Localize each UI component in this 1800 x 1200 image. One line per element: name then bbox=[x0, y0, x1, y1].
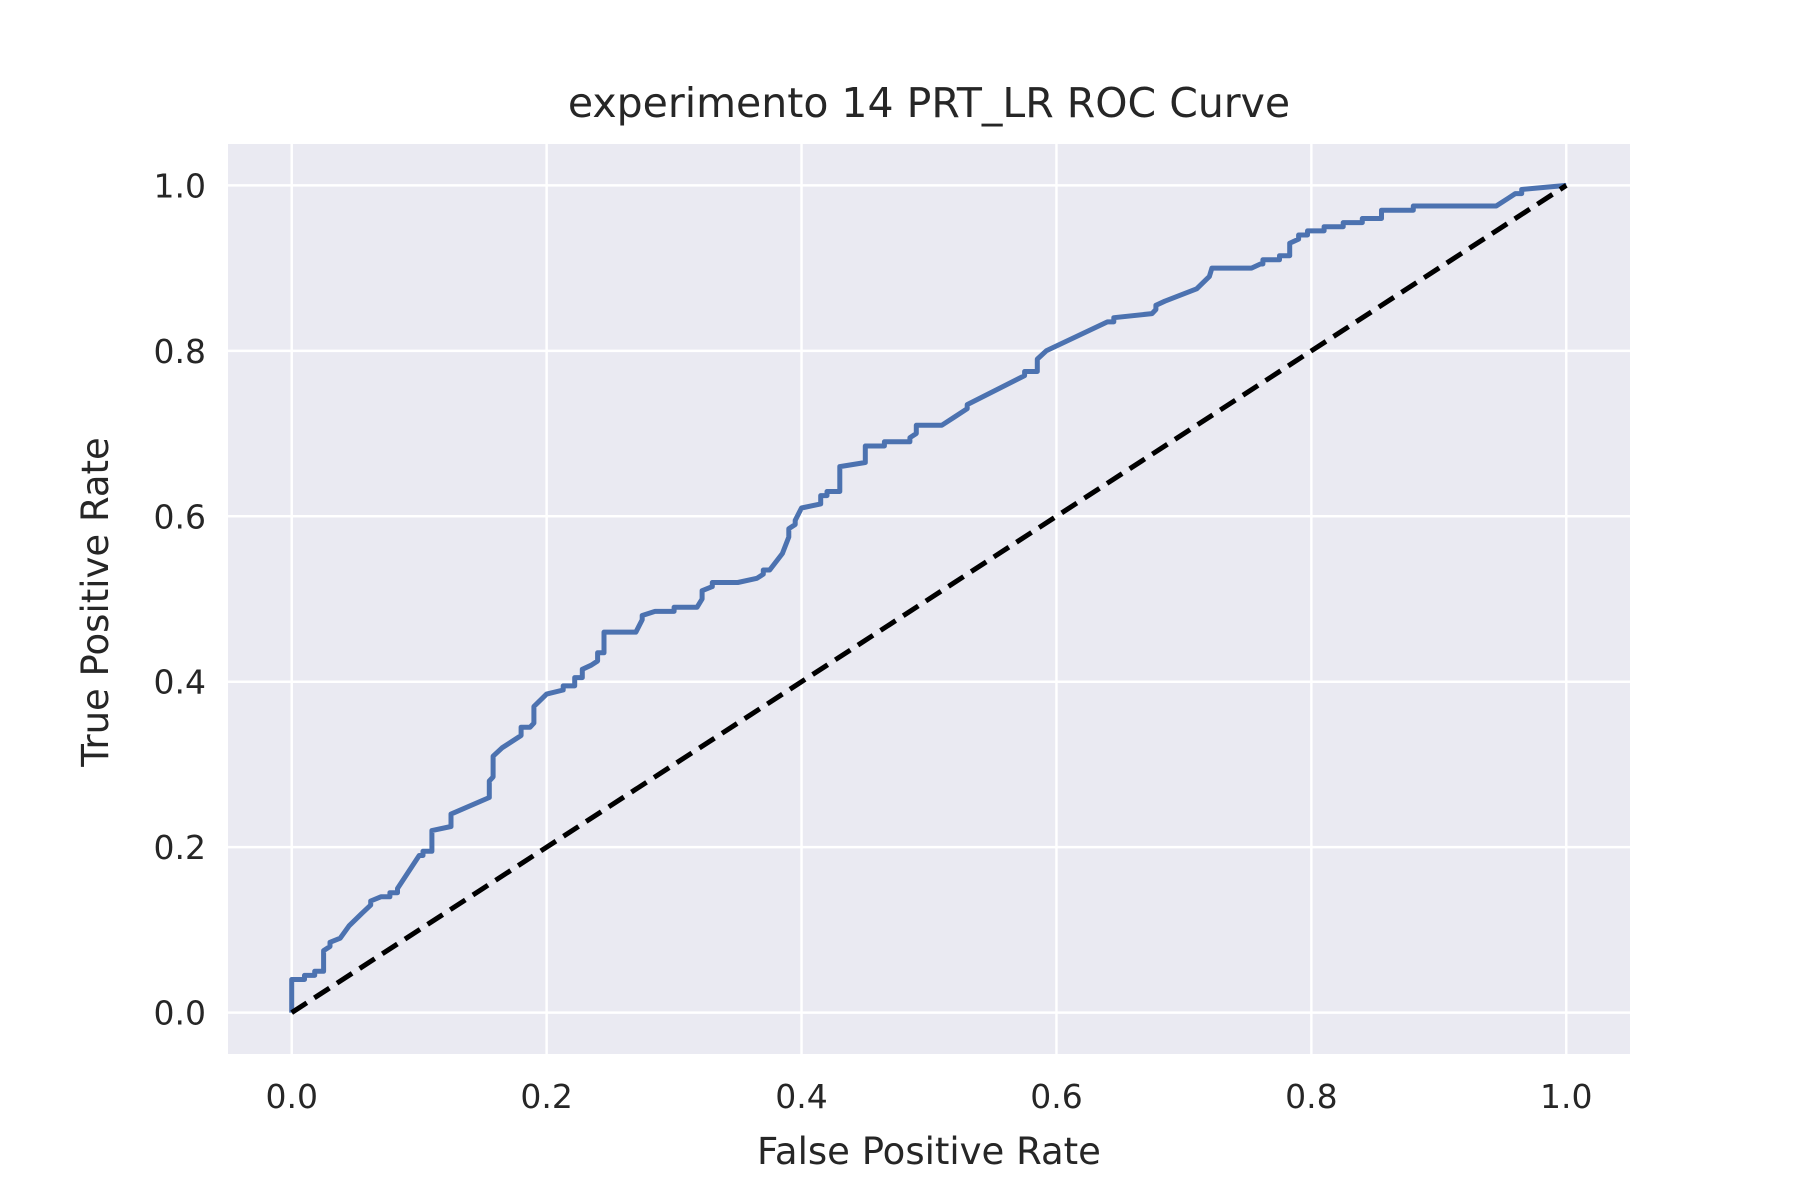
x-tick-label: 0.8 bbox=[1285, 1077, 1337, 1116]
x-tick-label: 0.2 bbox=[520, 1077, 572, 1116]
y-axis-label: True Positive Rate bbox=[74, 437, 117, 768]
y-tick-label: 0.6 bbox=[154, 497, 206, 536]
x-axis-label: False Positive Rate bbox=[757, 1130, 1101, 1173]
chance-line bbox=[290, 183, 1568, 1015]
series-layer bbox=[289, 182, 1568, 1015]
chart-title: experimento 14 PRT_LR ROC Curve bbox=[568, 79, 1290, 127]
x-tick-label: 0.6 bbox=[1030, 1077, 1082, 1116]
y-tick-label: 0.2 bbox=[154, 828, 206, 867]
roc-curve-line bbox=[289, 182, 1567, 1013]
x-tick-label: 0.4 bbox=[775, 1077, 827, 1116]
y-tick-label: 1.0 bbox=[154, 166, 206, 205]
x-tick-label: 0.0 bbox=[265, 1077, 317, 1116]
y-tick-label: 0.4 bbox=[154, 663, 206, 702]
x-tick-label: 1.0 bbox=[1540, 1077, 1592, 1116]
tick-labels: 0.0 0.2 0.4 0.6 0.8 1.0 0.0 0.2 0.4 0.6 0.8 1.0 bbox=[154, 166, 1593, 1116]
grid-lines bbox=[228, 144, 1630, 1054]
y-tick-label: 0.8 bbox=[154, 332, 206, 371]
y-tick-label: 0.0 bbox=[154, 994, 206, 1033]
